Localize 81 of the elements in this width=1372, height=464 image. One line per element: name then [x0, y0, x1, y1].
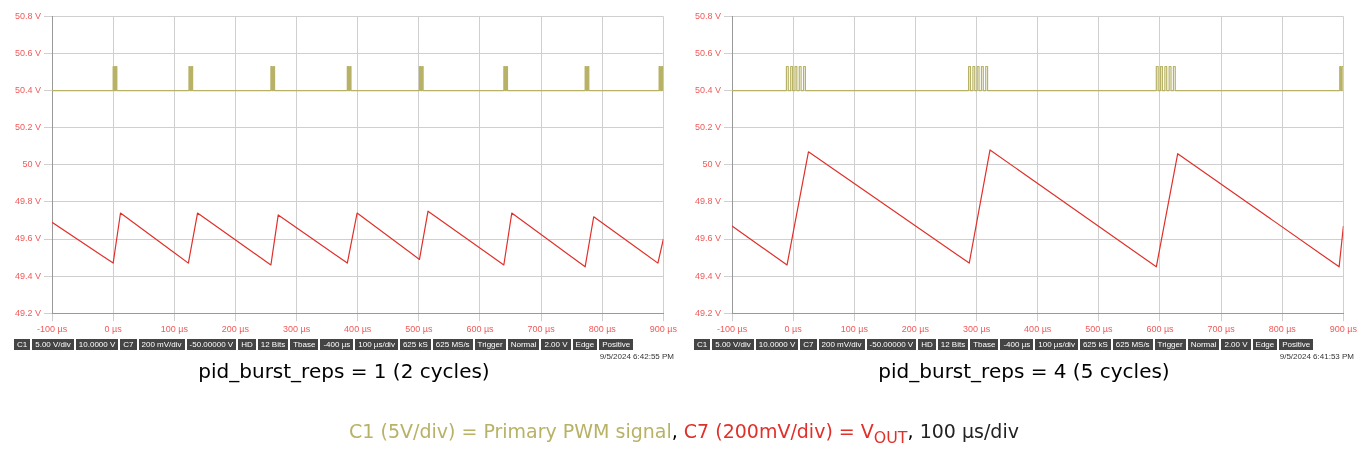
text: Trigger — [474, 339, 506, 350]
x-tick-label: 500 µs — [405, 324, 433, 335]
y-tick-label: 50.2 V — [694, 122, 722, 133]
x-tick-label: 400 µs — [1024, 324, 1052, 335]
x-tick-label: 900 µs — [1329, 324, 1358, 335]
x-tick-label: 0 µs — [104, 324, 123, 335]
text: Positive — [599, 339, 634, 350]
y-tick-label: 50.6 V — [14, 47, 42, 58]
text: C7 — [800, 339, 817, 350]
y-tick-label: 50 V — [702, 159, 722, 170]
y-tick-label: 50.4 V — [14, 85, 42, 96]
text: 100 µs/div — [355, 339, 398, 350]
x-tick-label: 800 µs — [1268, 324, 1297, 335]
x-tick-label: 200 µs — [901, 324, 930, 335]
text: 625 MS/s — [432, 339, 473, 350]
text: C1 — [14, 339, 31, 350]
text: 625 kS — [399, 339, 431, 350]
text: Trigger — [1154, 339, 1186, 350]
x-tick-label: 700 µs — [527, 324, 556, 335]
x-tick-label: -100 µs — [716, 324, 748, 335]
y-tick-label: 49.2 V — [694, 307, 722, 318]
text: 9/5/2024 6:41:53 PM — [1279, 352, 1354, 361]
y-tick-label: 50.6 V — [694, 47, 722, 58]
x-tick-label: -100 µs — [36, 324, 68, 335]
y-tick-label: 49.4 V — [694, 270, 722, 281]
text: 9/5/2024 6:42:55 PM — [599, 352, 674, 361]
y-tick-label: 49.8 V — [694, 196, 722, 207]
y-tick-label: 50 V — [22, 159, 42, 170]
text: pid_burst_reps = 4 (5 cycles) — [878, 359, 1170, 383]
y-tick-label: 50.2 V — [14, 122, 42, 133]
text: HD — [238, 339, 256, 350]
x-tick-label: 600 µs — [466, 324, 495, 335]
y-tick-label: 49.4 V — [14, 270, 42, 281]
text: 5.00 V/div — [32, 339, 74, 350]
text: 2.00 V — [541, 339, 571, 350]
text: 2.00 V — [1221, 339, 1251, 350]
x-tick-label: 100 µs — [840, 324, 869, 335]
text: Tbase — [290, 339, 319, 350]
y-tick-label: 49.6 V — [14, 233, 42, 244]
y-tick-label: 50.8 V — [14, 10, 42, 21]
y-tick-label: 49.8 V — [14, 196, 42, 207]
x-tick-label: 900 µs — [649, 324, 678, 335]
text: 12 Bits — [257, 339, 289, 350]
x-tick-label: 700 µs — [1207, 324, 1236, 335]
x-tick-label: 500 µs — [1085, 324, 1113, 335]
text: C1 (5V/div) = Primary PWM signal, C7 (200mV/div) = V$_{OUT}$, 100 µs/div — [349, 420, 1019, 447]
text: Edge — [572, 339, 598, 350]
text: Tbase — [970, 339, 999, 350]
text: 12 Bits — [937, 339, 969, 350]
x-tick-label: 600 µs — [1146, 324, 1175, 335]
y-tick-label: 50.8 V — [694, 10, 722, 21]
text: 625 kS — [1079, 339, 1111, 350]
text: -50.00000 V — [866, 339, 917, 350]
y-tick-label: 49.6 V — [694, 233, 722, 244]
text: C7 — [120, 339, 137, 350]
y-tick-label: 49.2 V — [14, 307, 42, 318]
text: pid_burst_reps = 1 (2 cycles) — [198, 359, 490, 383]
x-tick-label: 300 µs — [962, 324, 991, 335]
text: 200 mV/div — [818, 339, 865, 350]
text: 625 MS/s — [1112, 339, 1153, 350]
text: -50.00000 V — [186, 339, 237, 350]
text: Normal — [1187, 339, 1220, 350]
text: -400 µs — [1000, 339, 1034, 350]
text: 200 mV/div — [138, 339, 185, 350]
x-tick-label: 100 µs — [160, 324, 189, 335]
text: Positive — [1279, 339, 1314, 350]
text: 100 µs/div — [1035, 339, 1078, 350]
text: Edge — [1252, 339, 1278, 350]
text: 10.0000 V — [75, 339, 119, 350]
text: HD — [918, 339, 936, 350]
text: -400 µs — [320, 339, 354, 350]
x-tick-label: 300 µs — [282, 324, 311, 335]
text: C1 — [694, 339, 711, 350]
y-tick-label: 50.4 V — [694, 85, 722, 96]
text: Normal — [507, 339, 540, 350]
text: 10.0000 V — [755, 339, 799, 350]
x-tick-label: 0 µs — [784, 324, 803, 335]
x-tick-label: 400 µs — [344, 324, 372, 335]
x-tick-label: 200 µs — [221, 324, 250, 335]
x-tick-label: 800 µs — [588, 324, 617, 335]
text: 5.00 V/div — [712, 339, 754, 350]
